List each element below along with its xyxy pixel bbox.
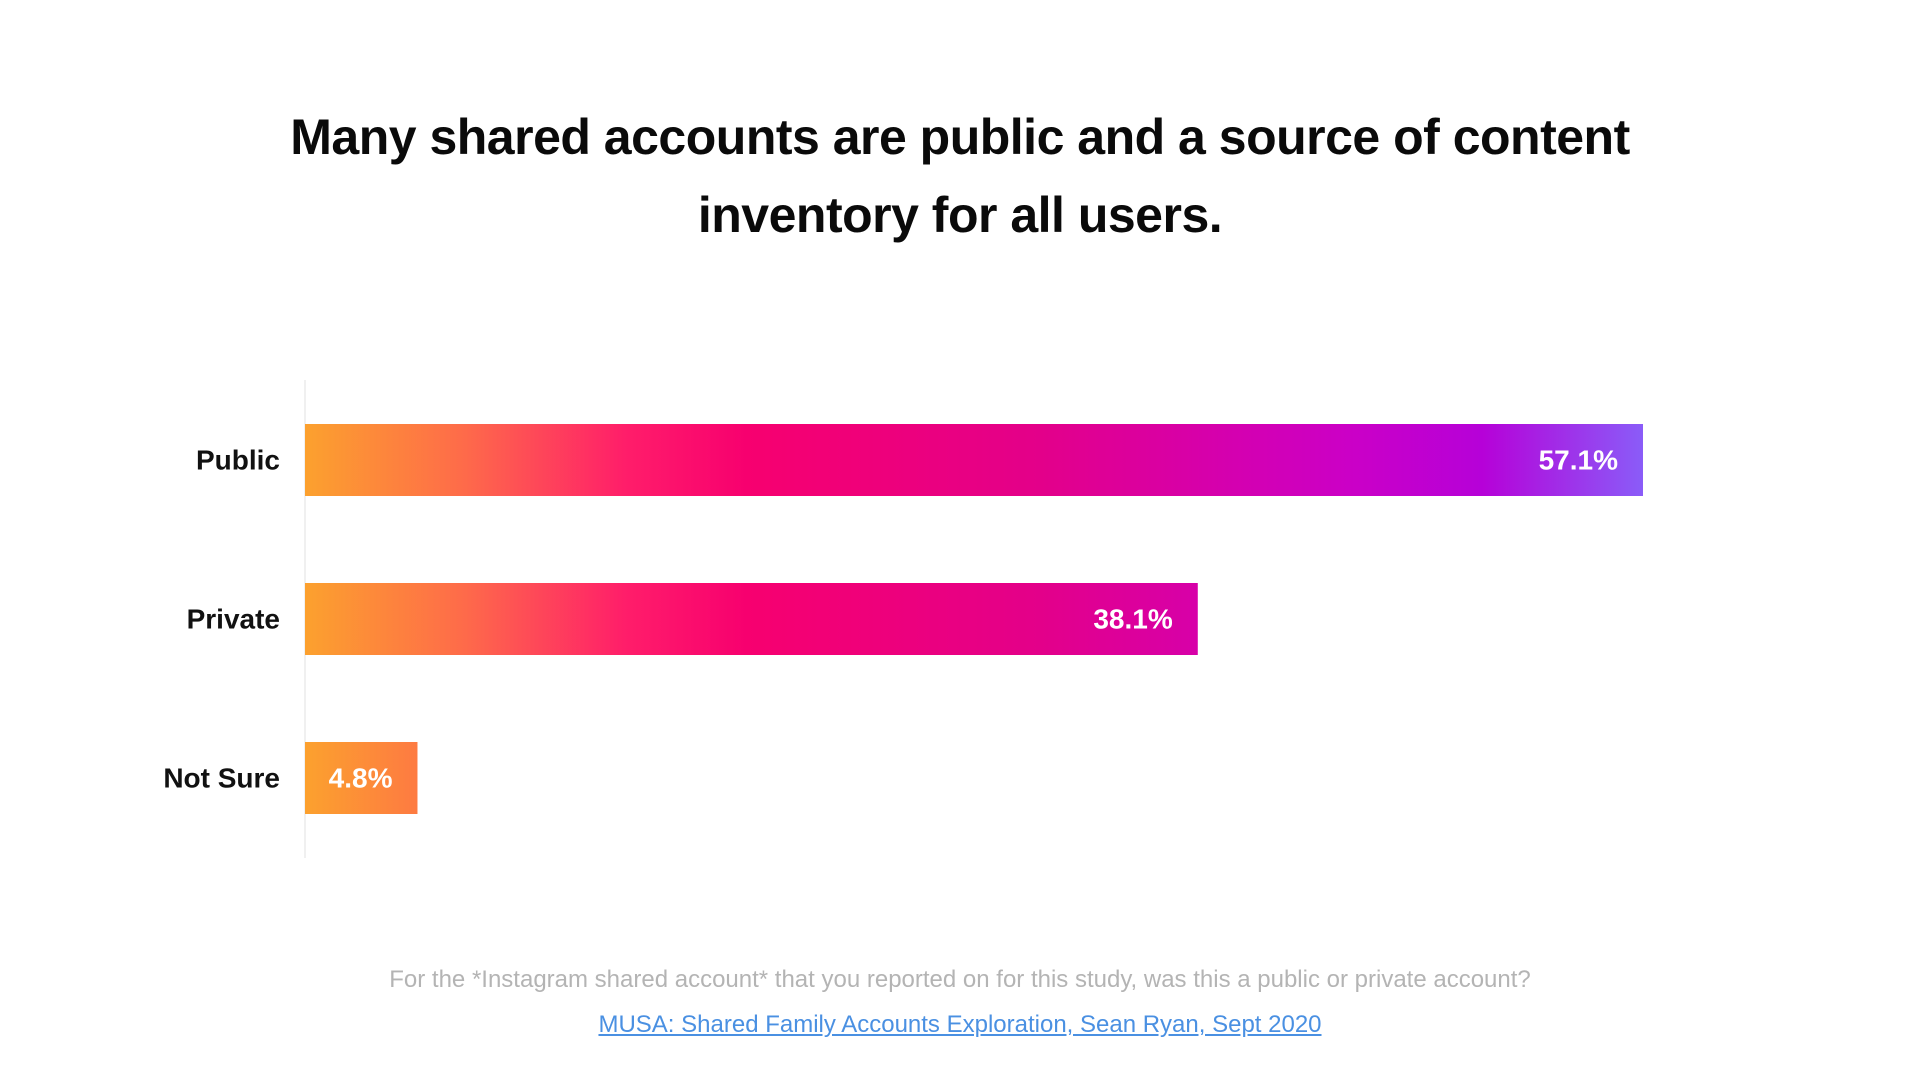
chart-title: Many shared accounts are public and a so… — [290, 109, 1630, 243]
category-label-not-sure: Not Sure — [163, 763, 280, 794]
category-label-private: Private — [187, 604, 280, 635]
source-link-wrapper: MUSA: Shared Family Accounts Exploration… — [0, 1011, 1920, 1039]
bar-not-sure — [305, 742, 418, 814]
bar-public — [305, 424, 1643, 496]
source-link[interactable]: MUSA: Shared Family Accounts Exploration… — [598, 1011, 1322, 1038]
value-label-private: 38.1% — [1093, 604, 1172, 635]
category-label-public: Public — [196, 445, 280, 476]
value-label-not-sure: 4.8% — [329, 763, 393, 794]
bar-private — [305, 583, 1198, 655]
value-label-public: 57.1% — [1539, 445, 1618, 476]
survey-question: For the *Instagram shared account* that … — [389, 966, 1531, 993]
